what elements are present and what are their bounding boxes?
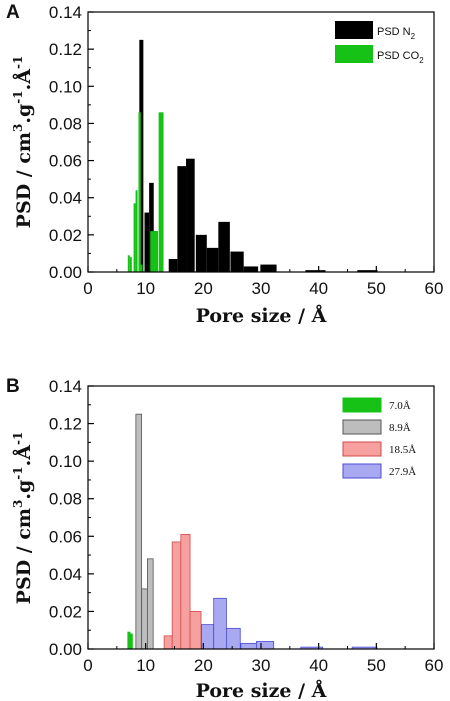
legend-swatch-27-9 bbox=[342, 463, 382, 479]
panel-a-bar-psd-n2-13 bbox=[260, 264, 277, 272]
panel-b-y-tick-label-0.02: 0.02 bbox=[49, 602, 82, 621]
panel-a-x-tick-label-0: 0 bbox=[83, 279, 92, 298]
legend-swatch-8-9 bbox=[342, 419, 382, 435]
svg-text:PSD / cm3.g-1.Å-1: PSD / cm3.g-1.Å-1 bbox=[11, 56, 35, 229]
panel-b-bar-18-5-2 bbox=[171, 541, 182, 650]
panel-a-y-tick-label-0.06: 0.06 bbox=[49, 152, 82, 171]
panel-a-bar-psd-co2-4 bbox=[135, 190, 138, 272]
panel-a-y-tick-label-0.08: 0.08 bbox=[49, 114, 82, 133]
panel-b-bar-18-5-3 bbox=[180, 534, 191, 650]
legend-label-7-0: 7.0Å bbox=[389, 400, 411, 412]
legend-label-psd-co2: PSD CO2 bbox=[377, 50, 424, 65]
panel-a-y-tick-label-0.10: 0.10 bbox=[49, 77, 82, 96]
panel-b-x-tick-label-10: 10 bbox=[136, 656, 155, 675]
panel-b-x-axis-title: Pore size / Å bbox=[196, 679, 327, 701]
panel-a-bar-psd-co2-8 bbox=[153, 231, 158, 272]
panel-a-bar-psd-co2-5 bbox=[138, 112, 141, 272]
legend-label-18-5: 18.5Å bbox=[389, 444, 416, 456]
panel-a-y-tick-label-0.02: 0.02 bbox=[49, 226, 82, 245]
panel-a-bar-psd-n2-14 bbox=[305, 270, 326, 272]
panel-b-bar-27-9-4 bbox=[240, 642, 257, 650]
panel-b-y-tick-label-0.06: 0.06 bbox=[49, 527, 82, 546]
panel-label-a: A bbox=[6, 2, 20, 23]
panel-b-y-tick-label-0.08: 0.08 bbox=[49, 490, 82, 509]
panel-b-x-tick-label-30: 30 bbox=[252, 656, 271, 675]
panel-label-b: B bbox=[6, 376, 20, 397]
panel-a-bar-psd-co2-3 bbox=[133, 203, 136, 272]
panel-b-y-tick-label-0.10: 0.10 bbox=[49, 452, 82, 471]
panel-a-bar-psd-co2-1 bbox=[127, 255, 130, 272]
legend-swatch-psd-co2 bbox=[335, 45, 373, 63]
panel-b-y-tick-label-0.04: 0.04 bbox=[49, 565, 82, 584]
panel-a-x-axis-title: Pore size / Å bbox=[196, 304, 327, 327]
panel-a-y-tick-label-0.14: 0.14 bbox=[49, 3, 82, 22]
panel-a-x-tick-label-30: 30 bbox=[252, 279, 271, 298]
legend-label-27-9: 27.9Å bbox=[389, 466, 416, 478]
svg-text:PSD / cm3.g-1.Å-1: PSD / cm3.g-1.Å-1 bbox=[11, 432, 35, 605]
panel-a-bar-psd-n2-9 bbox=[206, 247, 219, 272]
panel-a: A 0 10 20 30 40 50 600.000.020.040.060.080.100… bbox=[6, 2, 443, 327]
panel-b: B 0 10 20 30 40 50 600.000.020.040.060.080.100… bbox=[6, 376, 443, 701]
panel-a-bar-psd-co2-6 bbox=[140, 264, 143, 272]
panel-a-x-tick-label-60: 60 bbox=[425, 279, 444, 298]
panel-a-bar-psd-n2-6 bbox=[177, 166, 187, 272]
panel-a-bar-psd-n2-1 bbox=[139, 39, 144, 272]
panel-a-bar-psd-n2-15 bbox=[357, 270, 378, 272]
panel-a-bar-psd-co2-9 bbox=[158, 112, 164, 272]
panel-b-axes: 0 10 20 30 40 50 60 0.00 0.02 0.04 0.06 0.08 0.10 0.1… bbox=[49, 377, 444, 675]
panel-a-bar-psd-n2-3 bbox=[149, 182, 154, 272]
legend-label-8-9: 8.9Å bbox=[389, 422, 411, 434]
panel-b-x-tick-label-40: 40 bbox=[309, 656, 328, 675]
panel-b-y-tick-label-0.00: 0.00 bbox=[49, 640, 82, 659]
panel-b-bar-18-5-1 bbox=[163, 635, 173, 650]
panel-a-axes: 0 10 20 30 40 50 60 0.00 0.02 0.04 0.06 0.08 0.10 0.1… bbox=[49, 3, 444, 298]
panel-b-y-axis-title: PSD / cm3.g-1.Å-1 bbox=[11, 432, 35, 605]
legend-label-psd-n2: PSD N2 bbox=[377, 26, 416, 41]
panel-a-legend: PSD N2 PSD CO2 bbox=[335, 21, 424, 65]
panel-b-bar-7-0-2 bbox=[129, 633, 133, 650]
panel-b-y-tick-label-0.14: 0.14 bbox=[49, 377, 82, 396]
panel-a-bar-psd-n2-12 bbox=[243, 266, 259, 272]
legend-swatch-psd-n2 bbox=[335, 21, 373, 39]
panel-b-x-tick-label-50: 50 bbox=[367, 656, 386, 675]
panel-a-bar-psd-n2-7 bbox=[186, 158, 195, 272]
panel-a-y-tick-label-0.04: 0.04 bbox=[49, 189, 82, 208]
panel-a-bar-psd-n2-2 bbox=[144, 212, 150, 272]
panel-a-x-tick-label-20: 20 bbox=[194, 279, 213, 298]
panel-b-x-tick-label-60: 60 bbox=[425, 656, 444, 675]
legend-swatch-7-0 bbox=[342, 397, 382, 413]
panel-a-x-tick-label-10: 10 bbox=[136, 279, 155, 298]
panel-a-y-tick-label-0.00: 0.00 bbox=[49, 263, 82, 282]
panel-a-y-tick-label-0.12: 0.12 bbox=[49, 40, 82, 59]
panel-b-bar-27-9-2 bbox=[213, 597, 227, 650]
panel-a-bar-psd-co2-7 bbox=[150, 231, 155, 272]
panel-b-y-tick-label-0.12: 0.12 bbox=[49, 415, 82, 434]
panel-a-bar-psd-n2-8 bbox=[195, 234, 207, 272]
panel-a-bar-psd-n2-11 bbox=[230, 251, 244, 272]
panel-a-y-axis-title: PSD / cm3.g-1.Å-1 bbox=[11, 56, 35, 229]
panel-b-x-tick-label-0: 0 bbox=[83, 656, 92, 675]
panel-b-legend: 7.0Å 8.9Å 18.5Å 27.9Å bbox=[342, 397, 416, 479]
panel-a-x-tick-label-50: 50 bbox=[367, 279, 386, 298]
panel-b-bar-27-9-3 bbox=[225, 627, 241, 650]
panel-b-bars bbox=[127, 413, 378, 650]
panel-b-bar-18-5-4 bbox=[189, 611, 202, 650]
panel-a-bar-psd-n2-10 bbox=[218, 221, 230, 272]
panel-b-bar-8-9-1 bbox=[135, 413, 143, 650]
panel-b-bar-8-9-2 bbox=[141, 588, 148, 650]
panel-b-x-tick-label-20: 20 bbox=[194, 656, 213, 675]
panel-a-x-tick-label-40: 40 bbox=[309, 279, 328, 298]
panel-a-bars bbox=[127, 39, 378, 272]
legend-swatch-18-5 bbox=[342, 441, 382, 457]
panel-b-bar-27-9-5 bbox=[255, 641, 275, 650]
panel-a-bar-psd-n2-5 bbox=[168, 259, 178, 272]
panel-b-bar-8-9-3 bbox=[146, 558, 154, 650]
panel-a-bar-psd-co2-2 bbox=[129, 257, 132, 272]
